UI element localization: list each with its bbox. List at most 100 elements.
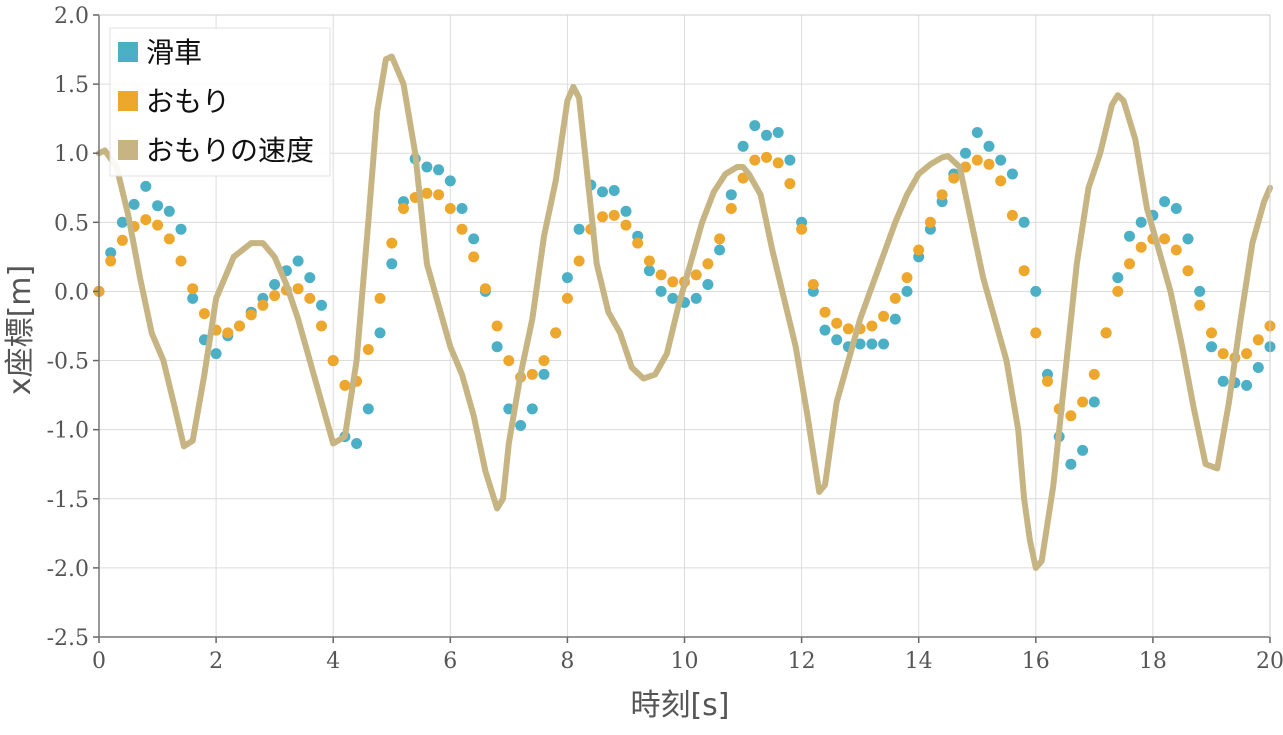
data-point [878, 310, 890, 322]
data-point [819, 324, 831, 336]
data-point [245, 309, 257, 321]
data-point [526, 403, 538, 415]
data-point [456, 203, 468, 214]
data-point [667, 292, 679, 304]
data-point [128, 198, 140, 210]
data-point [1088, 396, 1100, 408]
data-point [889, 313, 901, 325]
data-point [737, 172, 749, 184]
data-point [304, 272, 316, 284]
data-point [655, 269, 667, 281]
data-point [1006, 209, 1018, 221]
data-point [761, 129, 772, 141]
x-tick-label: 6 [443, 649, 457, 674]
data-point [737, 140, 749, 152]
data-point [854, 338, 866, 350]
y-tick-label: -0.5 [47, 350, 89, 375]
data-point [444, 175, 456, 187]
axes: 0 2 4 6 8 10 12 14 16 18 20 2.0 1.5 1.0 0.5 0.0 -0.5 -1.0… [47, 4, 1283, 674]
data-point [971, 154, 983, 166]
x-tick-label: 2 [209, 649, 223, 674]
legend-label: 滑車 [146, 36, 202, 69]
data-point [1030, 285, 1042, 297]
data-point [433, 164, 445, 176]
data-point [784, 178, 796, 190]
data-point [374, 327, 386, 339]
data-point [210, 348, 222, 360]
data-point [175, 223, 187, 235]
data-point [807, 279, 819, 290]
data-point [105, 247, 117, 259]
data-point [152, 200, 164, 212]
x-tick-label: 16 [1022, 649, 1050, 674]
data-point [714, 233, 726, 245]
data-point [1112, 285, 1124, 297]
series-1 [93, 120, 1276, 470]
y-axis-title: x座標[m] [3, 265, 38, 395]
data-point [901, 285, 913, 297]
data-point [983, 140, 995, 152]
data-point [1006, 168, 1018, 180]
data-point [936, 189, 948, 201]
data-point [105, 255, 117, 267]
data-point [866, 338, 878, 350]
data-point [597, 211, 608, 223]
data-point [140, 180, 152, 192]
data-point [725, 203, 737, 214]
y-tick-label: -2.0 [47, 557, 89, 582]
data-point [1241, 348, 1253, 360]
data-point [304, 292, 316, 304]
data-point [515, 420, 527, 431]
data-point [362, 403, 374, 415]
data-point [386, 237, 398, 249]
data-point [468, 251, 480, 263]
data-point [655, 285, 667, 297]
legend-swatch [118, 91, 138, 111]
data-point [1182, 265, 1194, 277]
data-point [725, 189, 737, 201]
data-point [386, 258, 398, 270]
y-tick-label: -2.5 [47, 626, 89, 651]
x-tick-label: 0 [92, 649, 106, 674]
data-point [257, 299, 269, 311]
x-tick-label: 12 [788, 649, 816, 674]
x-tick-label: 14 [905, 649, 933, 674]
data-point [761, 151, 772, 163]
data-point [772, 127, 784, 138]
data-point [842, 323, 854, 335]
data-point [1077, 444, 1089, 456]
y-tick-label: 0.0 [54, 280, 89, 305]
data-point [491, 320, 503, 332]
data-point [1241, 379, 1253, 391]
data-point [1135, 241, 1147, 253]
data-point [444, 203, 456, 214]
x-tick-label: 4 [326, 649, 340, 674]
data-point [269, 279, 281, 290]
data-point [339, 379, 351, 391]
data-point [316, 299, 327, 311]
data-point [1077, 396, 1089, 408]
data-point [292, 255, 304, 267]
data-point [187, 292, 199, 304]
data-point [597, 186, 608, 198]
data-point [503, 355, 515, 367]
data-point [878, 338, 890, 350]
data-point [1170, 203, 1182, 214]
data-point [831, 317, 843, 329]
x-axis-title: 時刻[s] [630, 688, 729, 723]
data-point [538, 355, 550, 367]
data-point [175, 255, 187, 267]
data-point [561, 272, 573, 284]
data-point [398, 203, 409, 214]
data-point [690, 292, 702, 304]
data-point [1042, 375, 1053, 387]
data-point [1065, 458, 1077, 470]
data-point [866, 320, 878, 332]
data-point [796, 223, 808, 235]
data-point [1065, 410, 1077, 422]
data-point [948, 172, 960, 184]
data-point [1217, 375, 1229, 387]
legend-swatch [118, 42, 138, 62]
x-tick-label: 18 [1139, 649, 1167, 674]
